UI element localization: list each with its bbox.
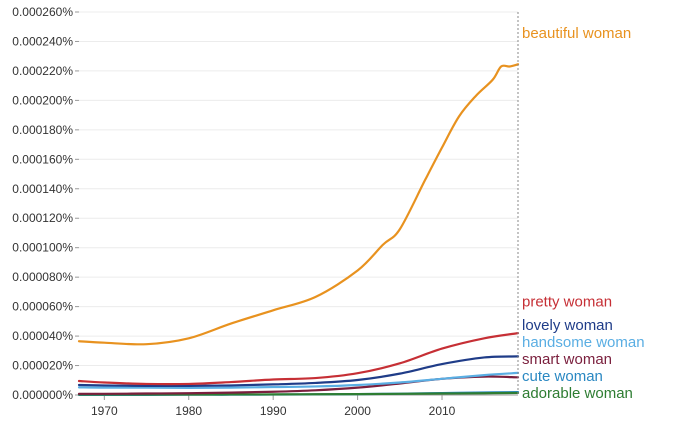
series-label-handsome-woman: handsome woman [522, 334, 645, 351]
x-axis: 1970 1980 1990 2000 2010 [79, 394, 518, 418]
y-tick-label: 0.000220% [12, 64, 73, 78]
series-line-beautiful-woman[interactable] [77, 63, 520, 346]
y-tick-label: 0.000080% [12, 270, 73, 284]
y-tick-label: 0.000160% [12, 152, 73, 166]
series-line-pretty-woman[interactable] [77, 332, 520, 386]
series-label-beautiful-woman: beautiful woman [522, 25, 631, 42]
y-tick-label: 0.000060% [12, 300, 73, 314]
series-label-pretty-woman: pretty woman [522, 294, 612, 311]
y-tick-label: 0.000000% [12, 388, 73, 402]
y-tick-label: 0.000200% [12, 93, 73, 107]
y-tick-label: 0.000040% [12, 329, 73, 343]
series-label-cute-woman: cute woman [522, 368, 603, 385]
x-tick-label: 2000 [344, 404, 371, 418]
x-tick-label: 2010 [429, 404, 456, 418]
series-lines [77, 63, 520, 396]
y-axis: 0.000000% 0.000020% 0.000040% 0.000060% 0.00… [12, 5, 79, 402]
y-tick-label: 0.000260% [12, 5, 73, 19]
y-tick-label: 0.000240% [12, 34, 73, 48]
x-tick-label: 1990 [260, 404, 287, 418]
series-line-handsome-woman[interactable] [77, 371, 520, 390]
y-tick-label: 0.000180% [12, 123, 73, 137]
series-line-lovely-woman[interactable] [77, 355, 520, 388]
series-labels: beautiful woman pretty woman lovely womanh… [522, 25, 645, 402]
x-tick-label: 1970 [91, 404, 118, 418]
series-label-lovely-woman: lovely woman [522, 317, 613, 334]
y-tick-label: 0.000020% [12, 359, 73, 373]
y-tick-label: 0.000100% [12, 241, 73, 255]
grid-lines [79, 11, 518, 367]
y-tick-label: 0.000120% [12, 211, 73, 225]
series-label-smart-woman: smart woman [522, 351, 612, 368]
y-tick-label: 0.000140% [12, 182, 73, 196]
series-label-adorable-woman: adorable woman [522, 385, 633, 402]
x-tick-label: 1980 [175, 404, 202, 418]
